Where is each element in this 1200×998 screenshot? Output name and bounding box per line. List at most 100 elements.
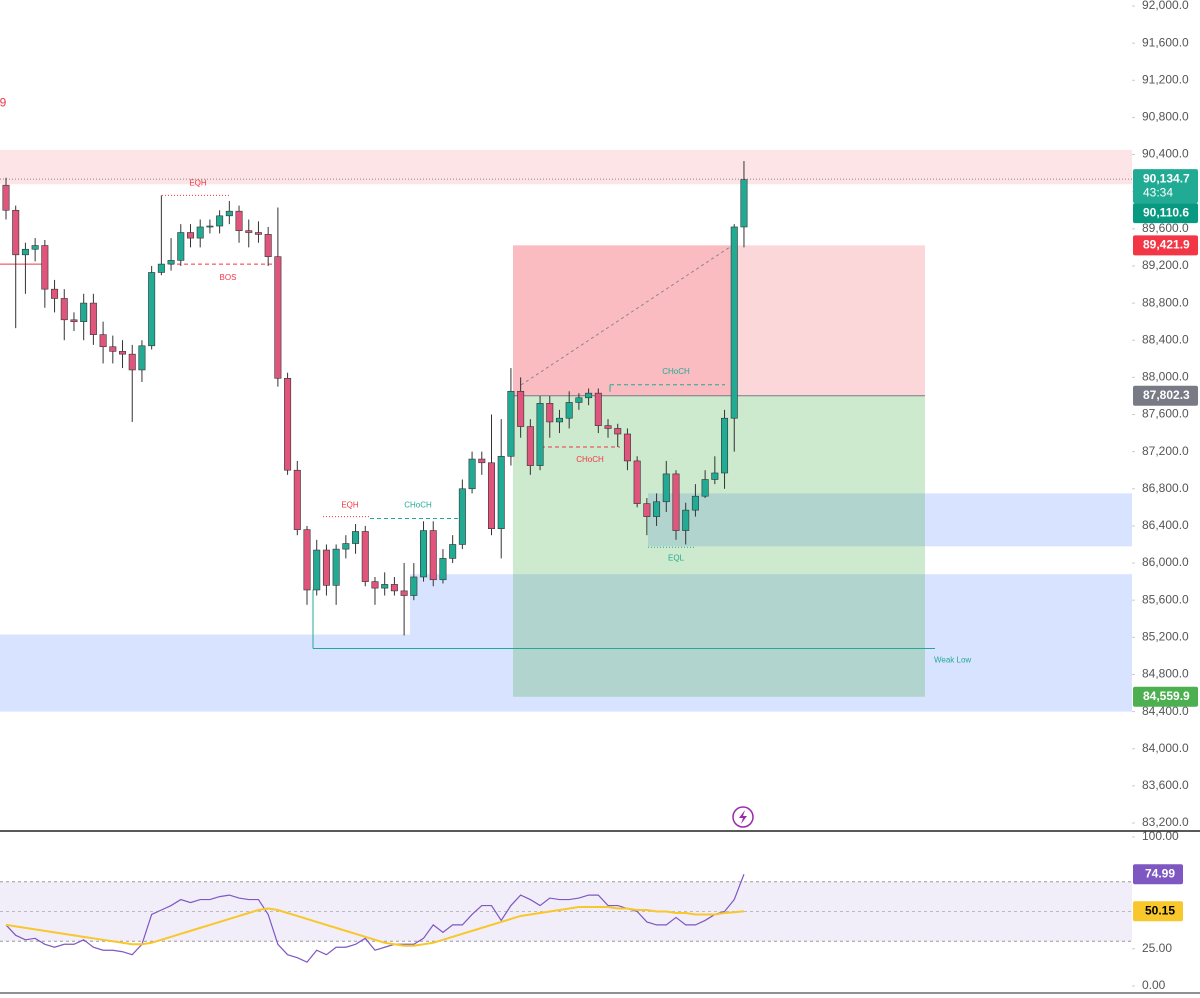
candle-body (555, 417, 563, 423)
candle-body (216, 215, 224, 227)
candle-body (371, 581, 379, 589)
candle-body (167, 260, 175, 265)
y-tick-label: 88,000.0 (1142, 370, 1189, 384)
y-tick-label: 88,400.0 (1142, 332, 1189, 346)
y-tick-label: 88,800.0 (1142, 295, 1189, 309)
candle-body (672, 473, 680, 531)
y-tick-label: 86,800.0 (1142, 481, 1189, 495)
candle-body (429, 530, 437, 581)
value-label-box (1133, 864, 1183, 885)
candle-body (730, 226, 738, 419)
candle-body (594, 392, 602, 426)
candle-body (449, 544, 457, 559)
candle-body (585, 392, 593, 399)
candle-body (458, 488, 466, 545)
annotation-label: 9 (0, 96, 7, 110)
candle-body (517, 390, 525, 427)
reward-zone (513, 395, 925, 697)
candle-body (119, 351, 127, 355)
y-tick-label: 0.00 (1142, 978, 1166, 992)
candle-body (420, 530, 428, 578)
value-label: 74.99 (1145, 866, 1175, 880)
replay-icon-bolt (739, 810, 747, 824)
value-label: 50.15 (1145, 903, 1175, 917)
y-tick-label: 85,200.0 (1142, 629, 1189, 643)
zone (0, 149, 1132, 185)
candle-body (322, 549, 330, 586)
candle-body (225, 210, 233, 217)
trade-path (520, 244, 734, 386)
candle-body (526, 426, 534, 466)
candle-body (614, 428, 622, 435)
candle-body (546, 403, 554, 423)
candle-body (60, 298, 68, 321)
price-label: 87,802.3 (1143, 388, 1190, 402)
countdown: 43:34 (1143, 185, 1173, 199)
candle-body (342, 543, 350, 550)
y-tick-label: 89,200.0 (1142, 258, 1189, 272)
y-tick-label: 84,800.0 (1142, 667, 1189, 681)
indicator-line (5, 874, 745, 963)
candle-body (245, 230, 253, 233)
y-tick-label: 85,600.0 (1142, 592, 1189, 606)
y-tick-label: 25.00 (1142, 941, 1172, 955)
candle-body (206, 225, 214, 228)
candle-body (332, 548, 340, 586)
candle-body (109, 346, 117, 352)
candle-body (400, 590, 408, 596)
y-tick-label: 83,200.0 (1142, 815, 1189, 829)
candle-body (487, 462, 495, 529)
price-label: 90,110.6 (1143, 205, 1189, 219)
candle-body (536, 403, 544, 466)
candle-body (623, 433, 631, 462)
value-label-box (1133, 901, 1183, 922)
candle-body (293, 469, 301, 530)
candle-body (381, 584, 389, 589)
candle-body (468, 458, 476, 490)
candle-body (410, 576, 418, 596)
candle-body (575, 397, 583, 403)
y-tick-label: 90,800.0 (1142, 110, 1189, 124)
candle-body (352, 531, 360, 544)
candle-body (439, 558, 447, 581)
annotation-label: CHoCH (576, 455, 604, 464)
price-label-box (1133, 385, 1198, 406)
risk-zone-active (513, 245, 733, 396)
candle-body (21, 248, 29, 256)
annotation-label: EQL (668, 553, 685, 562)
candle-body (701, 479, 709, 497)
zone (648, 493, 1132, 547)
annotation-label: Weak Low (934, 656, 971, 665)
candle-body (604, 425, 612, 429)
y-tick-label: 86,000.0 (1142, 555, 1189, 569)
annotation-label: CHoCH (662, 367, 690, 376)
price-label: 89,421.9 (1143, 238, 1190, 252)
zone (410, 574, 1132, 635)
candle-body (148, 272, 156, 347)
candle-body (51, 288, 59, 299)
candle-body (99, 334, 107, 348)
candle-body (264, 234, 272, 257)
candle-body (653, 501, 661, 517)
candle-body (691, 495, 699, 511)
risk-zone (513, 245, 925, 396)
candle-body (643, 503, 651, 517)
candle-body (721, 417, 729, 474)
zone (0, 634, 1132, 712)
candle-body (128, 353, 136, 371)
candle-body (41, 245, 49, 290)
candle-body (740, 179, 748, 228)
annotation-label: EQH (189, 179, 207, 188)
candle-body (633, 460, 641, 504)
price-label-box (1133, 203, 1198, 224)
candle-body (196, 226, 204, 239)
y-tick-label: 84,400.0 (1142, 704, 1189, 718)
y-tick-label: 92,000.0 (1142, 0, 1189, 12)
y-tick-label: 90,400.0 (1142, 147, 1189, 161)
y-tick-label: 91,200.0 (1142, 72, 1189, 86)
indicator-line (5, 906, 745, 947)
candle-body (390, 584, 398, 592)
annotation-label: BOS (220, 273, 237, 282)
y-tick-label: 91,600.0 (1142, 35, 1189, 49)
candle-body (254, 232, 262, 235)
